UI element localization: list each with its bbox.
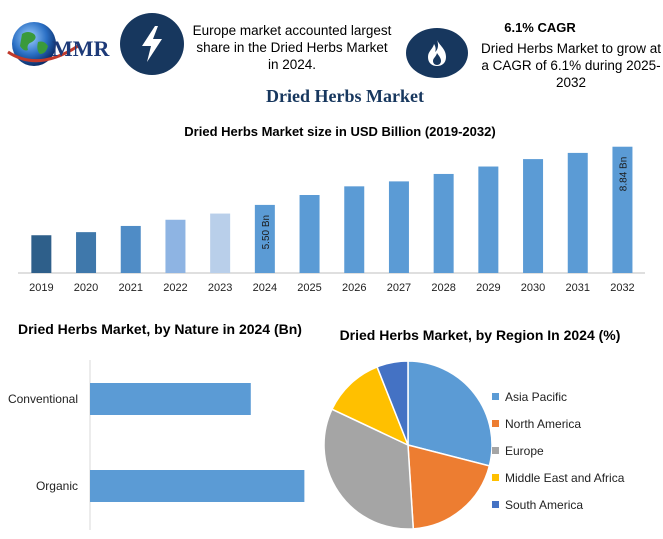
bar-2032	[612, 146, 633, 273]
x-tick-label: 2023	[208, 282, 232, 294]
region-chart-title: Dried Herbs Market, by Region In 2024 (%…	[339, 327, 621, 343]
legend-label: Middle East and Africa	[505, 470, 625, 485]
x-tick-label: 2025	[297, 282, 321, 294]
nature-chart-title: Dried Herbs Market, by Nature in 2024 (B…	[18, 321, 302, 337]
legend-item: Asia Pacific	[492, 383, 624, 410]
mmr-logo: MMR	[4, 12, 116, 76]
legend-swatch	[492, 501, 499, 508]
legend-item: South America	[492, 491, 624, 518]
region-legend: Asia Pacific North America Europe Middle Ea…	[492, 383, 624, 518]
legend-item: North America	[492, 410, 624, 437]
pie-slice-asia-pacific	[407, 360, 493, 467]
pie-slice-europe	[323, 408, 415, 530]
x-tick-label: 2020	[74, 282, 98, 294]
x-tick-label: 2027	[387, 282, 411, 294]
x-tick-label: 2031	[566, 282, 590, 294]
bar-2028	[433, 173, 454, 273]
legend-label: Europe	[505, 443, 544, 458]
pie-slice-south-america	[376, 360, 409, 446]
x-tick-label: 2021	[119, 282, 143, 294]
nature-bar-chart: Conventional Organic	[8, 360, 305, 530]
hbar-conventional	[90, 383, 251, 415]
bar-2027	[388, 181, 409, 273]
bar-2024	[254, 204, 275, 273]
y-tick-label: Conventional	[8, 392, 78, 406]
x-tick-label: 2030	[521, 282, 545, 294]
bar-2030	[523, 159, 544, 273]
data-label: 8.84 Bn	[618, 157, 629, 191]
cagr-info: Dried Herbs Market to grow at a CAGR of …	[480, 41, 662, 90]
pie-slice-middle-east-and-africa	[330, 365, 410, 447]
logo-text: MMR	[52, 36, 111, 61]
x-tick-label: 2022	[163, 282, 187, 294]
bar-2025	[299, 195, 320, 273]
region-pie-chart	[323, 360, 493, 530]
legend-swatch	[492, 447, 499, 454]
x-tick-label: 2019	[29, 282, 53, 294]
x-tick-label: 2032	[610, 282, 634, 294]
bar-chart-title: Dried Herbs Market size in USD Billion (…	[184, 124, 496, 139]
legend-label: North America	[505, 416, 582, 431]
globe-icon	[12, 22, 56, 66]
x-tick-label: 2024	[253, 282, 277, 294]
legend-label: Asia Pacific	[505, 389, 568, 404]
legend-swatch	[492, 393, 499, 400]
legend-label: South America	[505, 497, 584, 512]
market-size-bar-chart: 2019 2020 2021 2022 2023 2024 5.50 Bn 2025 2026 2…	[18, 146, 645, 294]
bar-2031	[567, 152, 588, 273]
main-title: Dried Herbs Market	[266, 86, 424, 106]
legend-swatch	[492, 420, 499, 427]
bar-2022	[165, 219, 186, 273]
y-tick-label: Organic	[36, 479, 78, 493]
bar-2021	[120, 225, 141, 273]
cagr-title: 6.1% CAGR	[504, 20, 576, 35]
bar-2020	[76, 232, 97, 273]
hbar-organic	[90, 470, 305, 502]
legend-swatch	[492, 474, 499, 481]
bar-2026	[344, 186, 365, 273]
data-label: 5.50 Bn	[261, 215, 272, 249]
market-share-info: Europe market accounted largest share in…	[192, 23, 392, 72]
legend-item: Europe	[492, 437, 624, 464]
flame-icon	[406, 28, 468, 78]
bar-2029	[478, 166, 499, 273]
x-tick-label: 2028	[431, 282, 455, 294]
bar-2023	[210, 213, 231, 273]
bar-2019	[31, 235, 52, 273]
x-tick-label: 2029	[476, 282, 500, 294]
lightning-bolt-icon	[120, 13, 184, 75]
x-tick-label: 2026	[342, 282, 366, 294]
pie-slice-north-america	[407, 444, 491, 530]
legend-item: Middle East and Africa	[492, 464, 624, 491]
